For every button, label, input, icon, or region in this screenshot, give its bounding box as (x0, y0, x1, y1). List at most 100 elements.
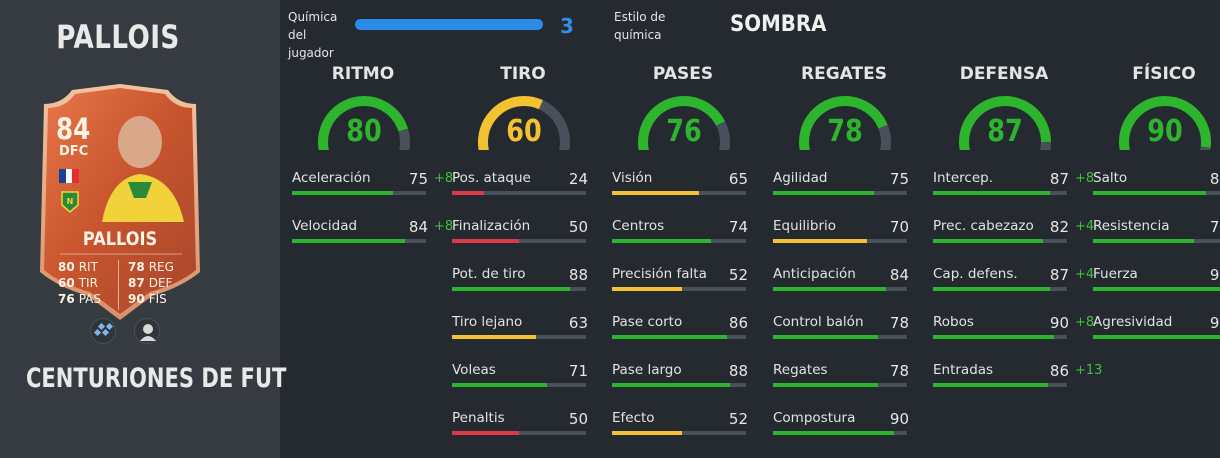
stat-row: Tiro lejano 63 (452, 314, 590, 344)
stat-label: Prec. cabezazo (933, 218, 1034, 234)
stat-bar-fill (452, 431, 519, 435)
category-title: TIRO (500, 64, 546, 84)
card-stat-pac: 80 RIT (58, 260, 98, 274)
stat-bar-fill (1093, 191, 1206, 195)
stat-value: 50 (568, 218, 588, 236)
category-value: 60 (506, 114, 542, 149)
gauge-track (1200, 146, 1211, 150)
stat-row: Pos. ataque 24 (452, 170, 590, 200)
stat-value: 52 (728, 266, 748, 284)
stat-row: Pase corto 86 (612, 314, 750, 344)
stat-bar-fill (933, 335, 1054, 339)
stat-label: Precisión falta (612, 266, 707, 282)
stat-row: Pase largo 88 (612, 362, 750, 392)
stat-boost: +8 (434, 219, 454, 234)
stat-value: 63 (568, 314, 588, 332)
stat-bar-track (612, 335, 746, 339)
stat-bar-fill (292, 239, 405, 243)
stat-bar-track (452, 335, 586, 339)
stat-bar-track (612, 383, 746, 387)
stat-bar-track (933, 191, 1067, 195)
stat-bar-fill (612, 431, 682, 435)
stat-boost: +8 (1075, 315, 1095, 330)
chemistry-style-value[interactable]: SOMBRA (730, 12, 827, 37)
player-card[interactable]: 84 DFC N PALLOIS 80 RIT 60 TIR 76 PAS 78 REG… (32, 82, 208, 344)
stat-row: Fuerza 97 (1093, 266, 1220, 296)
stat-bar-track (933, 239, 1067, 243)
card-stat-phy: 90 FÍS (128, 292, 167, 306)
stat-bar-fill (452, 239, 519, 243)
category-gauge (1119, 96, 1211, 150)
stat-bar-track (773, 383, 907, 387)
stat-bar-track (452, 431, 586, 435)
chemistry-style-label: Estilo de química (614, 10, 666, 42)
stat-bar-fill (452, 383, 548, 387)
stat-value: 78 (889, 314, 909, 332)
stat-label: Cap. defens. (933, 266, 1018, 282)
stat-value: 84 (889, 266, 909, 284)
stat-value: 86 (728, 314, 748, 332)
stat-value: 84 (1209, 170, 1220, 188)
stat-row: Regates 78 (773, 362, 911, 392)
gauge-fill (638, 96, 726, 150)
stat-label: Regates (773, 362, 828, 378)
category-value: 78 (827, 114, 863, 149)
gauge-fill (478, 96, 543, 150)
stat-row: Agilidad 75 (773, 170, 911, 200)
stat-bar-fill (1093, 239, 1194, 243)
category-gauge (318, 96, 410, 150)
card-background (40, 84, 200, 320)
stat-bar-track (612, 191, 746, 195)
category-title: DEFENSA (959, 64, 1049, 84)
stat-row: Pot. de tiro 88 (452, 266, 590, 296)
gauge-fill (318, 96, 408, 150)
stat-label: Equilibrio (773, 218, 837, 234)
stat-label: Visión (612, 170, 653, 186)
category-gauge (638, 96, 730, 150)
stat-bar-track (452, 383, 586, 387)
stat-value: 24 (568, 170, 588, 188)
stat-value: 65 (728, 170, 748, 188)
stat-label: Entradas (933, 362, 994, 378)
stat-value: 84 (408, 218, 428, 236)
stat-bar-track (612, 287, 746, 291)
stat-bar-fill (773, 335, 878, 339)
stat-bar-track (612, 431, 746, 435)
stat-label: Pase largo (612, 362, 682, 378)
stat-row: Efecto 52 (612, 410, 750, 440)
stat-label: Penaltis (452, 410, 505, 426)
stat-bar-fill (933, 383, 1049, 387)
stat-bar-fill (612, 383, 730, 387)
stat-row: Centros 74 (612, 218, 750, 248)
stat-row: Entradas 86 +13 (933, 362, 1102, 392)
stat-label: Agresividad (1093, 314, 1173, 330)
stat-bar-track (773, 191, 907, 195)
stat-row: Cap. defens. 87 +4 (933, 266, 1094, 296)
stat-bar-fill (1093, 287, 1220, 291)
stat-bar-track (773, 335, 907, 339)
category-value: 87 (987, 114, 1023, 149)
stat-value: 70 (889, 218, 909, 236)
stat-bar-fill (933, 239, 1043, 243)
stat-label: Tiro lejano (452, 314, 523, 330)
category-title: RITMO (331, 64, 395, 84)
stat-label: Pos. ataque (452, 170, 531, 186)
stat-label: Aceleración (292, 170, 371, 186)
card-stat-dri: 78 REG (128, 260, 174, 274)
stat-label: Intercep. (933, 170, 993, 186)
stat-label: Voleas (452, 362, 496, 378)
category-title: REGATES (801, 64, 887, 84)
stat-value: 75 (889, 170, 909, 188)
stat-value: 71 (568, 362, 588, 380)
club-badge-icon: N (61, 191, 79, 213)
stat-bar-fill (452, 191, 485, 195)
stat-label: Salto (1093, 170, 1128, 186)
gauge-track (538, 100, 570, 150)
stat-bar-track (933, 383, 1067, 387)
card-stat-def: 87 DEF (128, 276, 173, 290)
stat-row: Precisión falta 52 (612, 266, 750, 296)
stat-bar-track (1093, 239, 1220, 243)
card-icons (90, 318, 160, 344)
stat-label: Robos (933, 314, 974, 330)
stat-row: Equilibrio 70 (773, 218, 911, 248)
